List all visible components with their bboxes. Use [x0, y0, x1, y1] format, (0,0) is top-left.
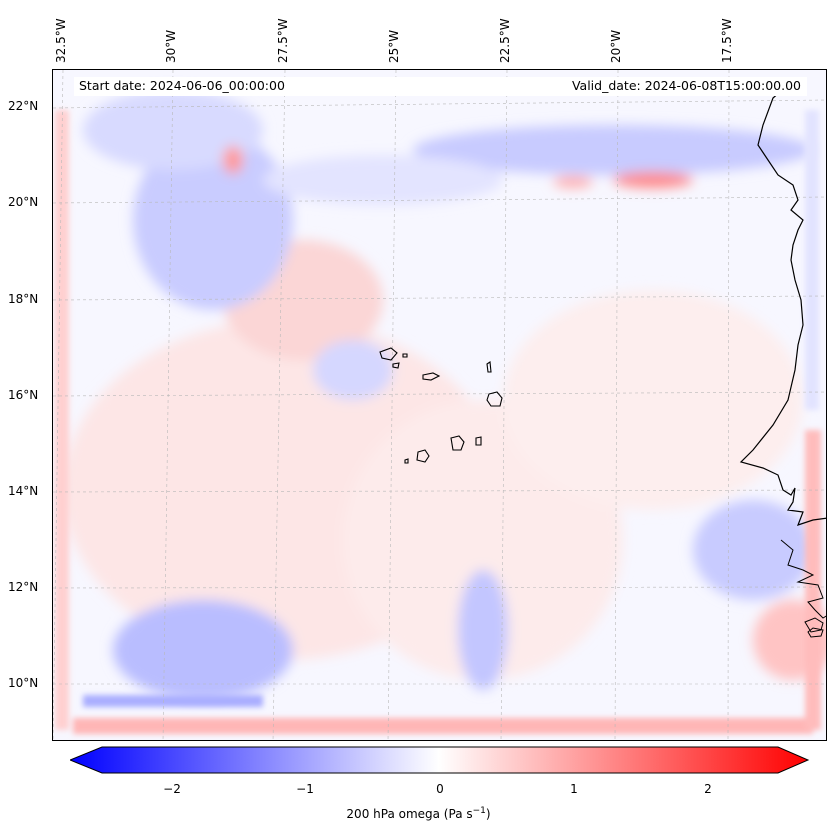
lon-label-30w: 30°W: [164, 29, 178, 63]
omega-patches: [63, 90, 826, 700]
graticule: [53, 70, 826, 740]
colorbar-svg: [68, 746, 810, 774]
valid-date-label: Valid_date: 2024-06-08T15:00:00.00: [571, 78, 801, 93]
colorbar-tick-0: 0: [436, 782, 444, 796]
boundary-artifacts: [55, 110, 821, 734]
lat-label-12n: 12°N: [8, 580, 39, 594]
colorbar-label-text: 200 hPa omega (Pa s: [346, 807, 473, 821]
colorbar-tick-neg2: −2: [163, 782, 181, 796]
lat-label-20n: 20°N: [8, 195, 39, 209]
colorbar-label-sup: −1: [472, 806, 486, 816]
lat-label-16n: 16°N: [8, 388, 39, 402]
colorbar-bar: [68, 746, 810, 774]
omega-field-map: [53, 70, 826, 740]
west-africa-coastline: [739, 84, 826, 526]
lon-label-32.5w: 32.5°W: [54, 18, 68, 63]
colorbar-tick-neg1: −1: [296, 782, 314, 796]
lon-label-17.5w: 17.5°W: [720, 18, 734, 63]
bijagos-islands-2: [807, 627, 824, 638]
start-date-label: Start date: 2024-06-06_00:00:00: [79, 78, 285, 93]
cape-verde-islands: [379, 347, 503, 464]
colorbar: [68, 745, 810, 775]
lat-label-22n: 22°N: [8, 99, 39, 113]
lat-label-10n: 10°N: [8, 676, 39, 690]
colorbar-label-end: ): [485, 807, 491, 821]
lon-label-27.5w: 27.5°W: [276, 18, 290, 63]
guinea-bissau-coastline: [780, 539, 826, 619]
lon-label-22.5w: 22.5°W: [498, 18, 512, 63]
colorbar-label: 200 hPa omega (Pa s−1): [0, 806, 837, 821]
date-info-strip: Start date: 2024-06-06_00:00:00 Valid_da…: [74, 77, 807, 96]
colorbar-tick-2: 2: [704, 782, 712, 796]
lon-label-25w: 25°W: [387, 29, 401, 63]
lat-label-14n: 14°N: [8, 484, 39, 498]
lat-label-18n: 18°N: [8, 292, 39, 306]
colorbar-tick-1: 1: [570, 782, 578, 796]
map-panel: [52, 69, 827, 741]
lon-label-20w: 20°W: [609, 29, 623, 63]
